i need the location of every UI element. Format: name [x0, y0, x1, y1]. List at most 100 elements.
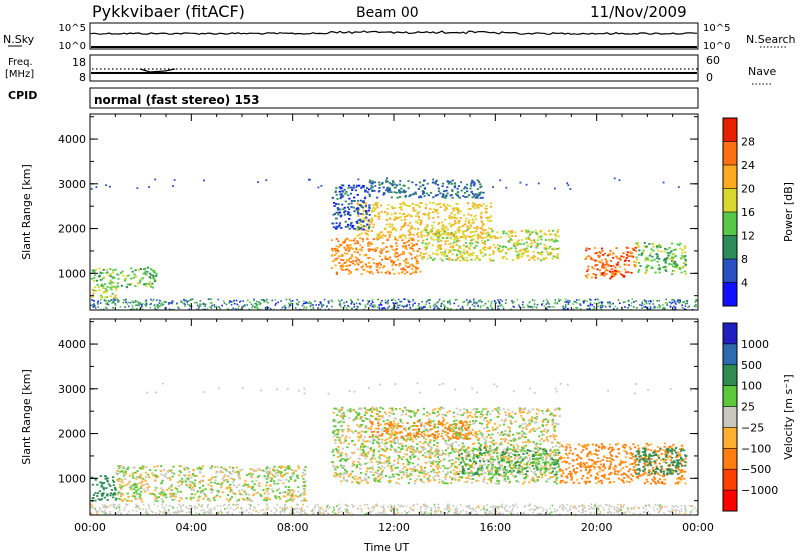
- range-cell: [465, 245, 468, 248]
- range-cell: [422, 239, 425, 242]
- range-cell: [390, 196, 393, 199]
- scatter-speckle: [498, 511, 501, 514]
- scatter-speckle: [554, 510, 556, 513]
- scatter-speckle: [440, 304, 442, 307]
- range-cell: [104, 287, 107, 290]
- scatter-speckle: [412, 303, 414, 306]
- scatter-speckle: [526, 304, 529, 307]
- range-cell: [367, 241, 371, 244]
- scatter-speckle: [641, 307, 643, 309]
- range-cell: [403, 215, 407, 218]
- range-cell: [496, 477, 499, 480]
- range-cell: [400, 205, 403, 208]
- range-cell: [346, 206, 350, 209]
- range-cell: [376, 196, 379, 199]
- range-cell: [644, 246, 647, 249]
- range-cell: [436, 249, 439, 252]
- range-cell: [374, 435, 377, 438]
- range-cell: [400, 208, 403, 211]
- range-cell: [472, 231, 475, 233]
- range-cell: [284, 472, 287, 475]
- range-cell: [199, 492, 202, 494]
- range-cell: [364, 206, 367, 209]
- range-cell: [352, 184, 355, 187]
- range-cell: [507, 248, 510, 250]
- range-cell: [631, 247, 634, 250]
- range-cell: [663, 258, 666, 260]
- scatter-speckle: [690, 511, 692, 513]
- range-cell: [114, 287, 117, 290]
- scatter-speckle: [281, 508, 283, 511]
- range-cell: [398, 190, 401, 193]
- range-cell: [528, 238, 531, 241]
- range-cell: [140, 487, 143, 490]
- range-cell: [473, 182, 476, 185]
- range-cell: [390, 261, 393, 264]
- scatter-speckle: [252, 305, 254, 307]
- range-cell: [251, 473, 254, 476]
- scatter-speckle: [409, 300, 411, 303]
- range-cell: [340, 192, 343, 195]
- range-cell: [502, 245, 505, 248]
- range-cell: [492, 250, 495, 252]
- scatter-speckle: [301, 513, 304, 515]
- scatter-speckle: [416, 503, 419, 505]
- range-cell: [492, 243, 495, 246]
- scatter-speckle: [178, 307, 180, 309]
- scatter-speckle: [118, 504, 121, 506]
- isolated-point: [203, 179, 205, 182]
- range-cell: [365, 233, 368, 235]
- range-cell: [269, 484, 272, 487]
- range-cell: [427, 211, 431, 214]
- range-cell: [247, 483, 250, 486]
- scatter-speckle: [314, 504, 317, 506]
- range-cell: [423, 246, 426, 249]
- scatter-speckle: [283, 508, 285, 510]
- range-cell: [101, 493, 104, 496]
- range-cell: [486, 219, 490, 222]
- range-cell: [653, 258, 656, 261]
- range-cell: [123, 279, 126, 282]
- range-cell: [652, 243, 655, 246]
- scatter-speckle: [264, 513, 267, 515]
- range-cell: [418, 247, 421, 250]
- scatter-speckle: [318, 506, 320, 508]
- scatter-speckle: [399, 304, 401, 307]
- scatter-speckle: [551, 504, 554, 507]
- range-cell: [155, 476, 158, 479]
- range-cell: [200, 490, 203, 493]
- range-cell: [378, 183, 381, 186]
- scatter-speckle: [181, 301, 183, 304]
- scatter-speckle: [238, 305, 240, 307]
- range-cell: [450, 232, 453, 234]
- range-cell: [358, 253, 362, 256]
- range-cell: [645, 245, 648, 248]
- range-cell: [679, 242, 682, 245]
- range-cell: [415, 258, 418, 260]
- range-cell: [448, 215, 451, 217]
- scatter-speckle: [348, 306, 350, 308]
- scatter-speckle: [108, 505, 110, 508]
- scatter-speckle: [274, 513, 277, 515]
- range-cell: [410, 215, 413, 218]
- scatter-speckle: [359, 303, 362, 306]
- range-cell: [663, 250, 666, 253]
- range-cell: [394, 255, 397, 258]
- range-cell: [154, 475, 158, 477]
- range-cell: [460, 425, 463, 428]
- range-cell: [487, 233, 491, 236]
- scatter-speckle: [524, 505, 526, 508]
- scatter-speckle: [326, 305, 328, 308]
- scatter-speckle: [283, 503, 286, 506]
- range-cell: [195, 475, 198, 477]
- range-cell: [208, 499, 211, 501]
- range-cell: [354, 256, 357, 259]
- scatter-speckle: [309, 305, 312, 308]
- scatter-speckle: [395, 308, 397, 310]
- range-cell: [405, 215, 408, 217]
- range-cell: [676, 266, 679, 269]
- scatter-speckle: [443, 300, 446, 302]
- range-cell: [403, 242, 406, 244]
- range-cell: [114, 493, 117, 496]
- scatter-speckle: [380, 505, 382, 508]
